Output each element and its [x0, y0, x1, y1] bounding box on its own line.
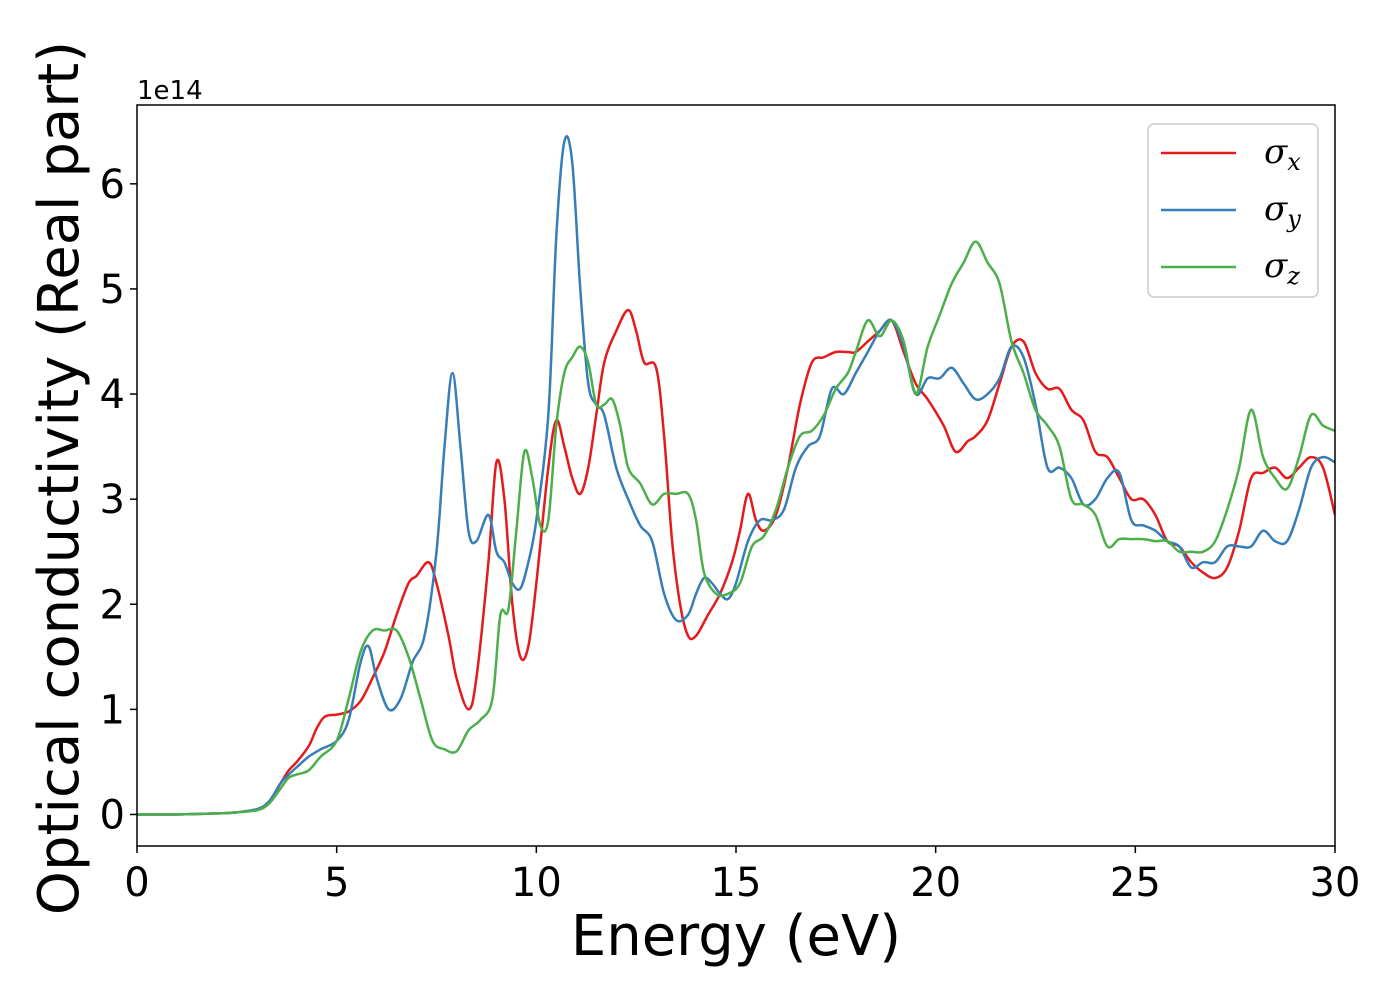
y-axis-label: Optical conductivity (Real part)	[27, 41, 92, 915]
legend-label-z: σz	[1264, 246, 1300, 290]
y-tick-label: 4	[100, 372, 125, 418]
x-tick-label: 10	[511, 860, 562, 906]
series-line-z	[137, 240, 1335, 816]
x-tick-label: 30	[1310, 860, 1361, 906]
y-tick-label: 5	[100, 267, 125, 313]
x-tick-label: 0	[124, 860, 149, 906]
series-line-y	[137, 135, 1335, 816]
x-tick-label: 5	[324, 860, 349, 906]
x-axis-label: Energy (eV)	[571, 904, 901, 969]
series-lines	[137, 135, 1335, 816]
x-tick-label: 15	[711, 860, 762, 906]
y-tick-label: 3	[100, 477, 125, 523]
series-line-x	[137, 308, 1335, 816]
y-tick-label: 1	[100, 687, 125, 733]
y-axis-ticks: 0 1 2 3 4 5 6	[100, 162, 137, 838]
y-offset-label: 1e14	[137, 76, 203, 106]
x-tick-label: 20	[910, 860, 961, 906]
y-tick-label: 2	[100, 582, 125, 628]
x-axis-ticks: 0 5 10 15 20 25 30	[124, 846, 1360, 906]
x-tick-label: 25	[1110, 860, 1161, 906]
y-tick-label: 6	[100, 162, 125, 208]
y-tick-label: 0	[100, 792, 125, 838]
